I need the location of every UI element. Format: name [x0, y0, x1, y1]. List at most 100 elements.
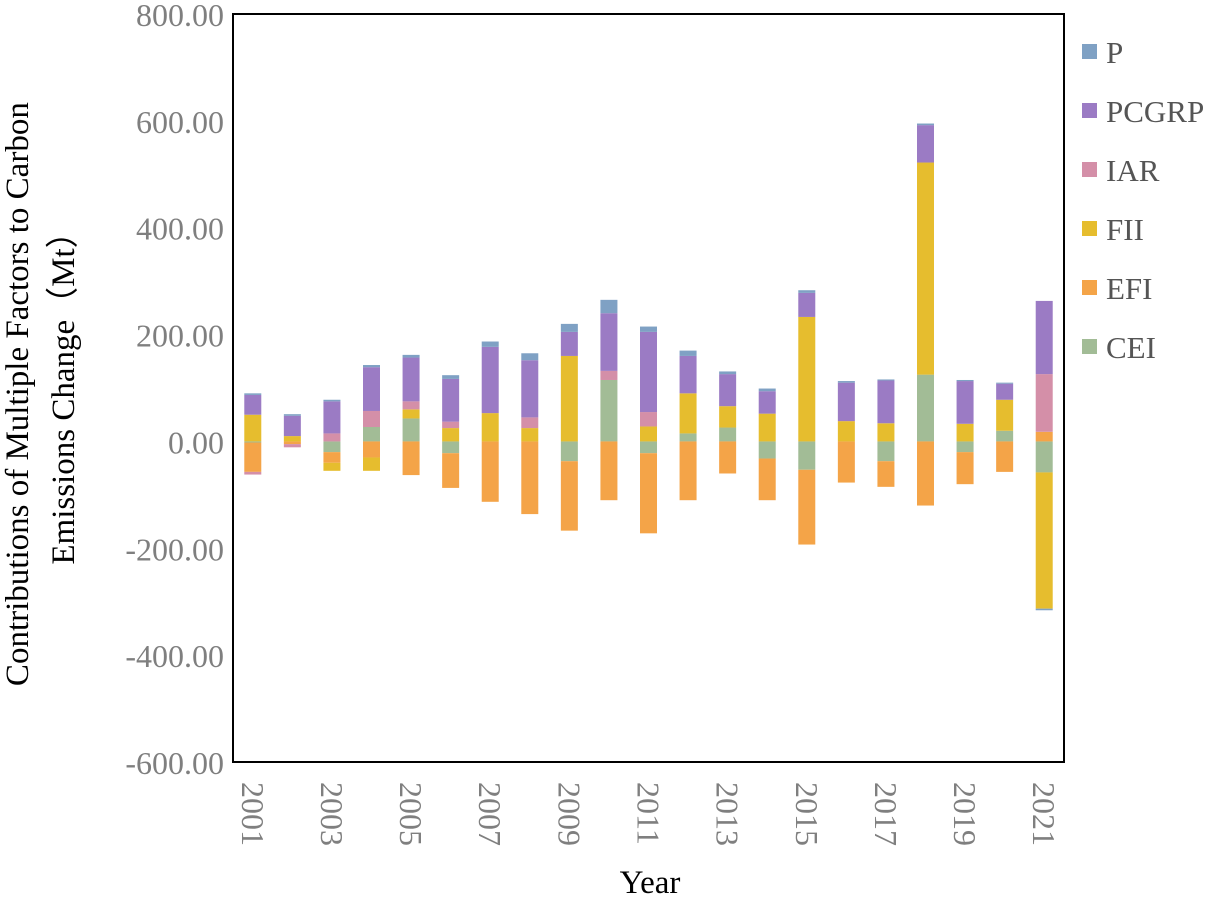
bar-pcgrp-2002 — [283, 415, 301, 437]
x-axis-ticks: 2001 2003 2005 2007 2009 2011 2013 2015 2017 2019… — [235, 782, 1062, 846]
bar-iar-2003 — [323, 433, 341, 442]
bar-fii-2018 — [917, 162, 934, 375]
legend-swatch-cei — [1082, 339, 1097, 354]
bar-efi-2001 — [244, 442, 262, 472]
bar-pcgrp-2009 — [560, 331, 578, 356]
bar-efi-2012 — [679, 441, 697, 501]
bar-pcgrp-2006 — [442, 378, 460, 422]
bar-p-2012 — [679, 350, 697, 356]
bar-efi-2009 — [560, 461, 578, 531]
y-axis-ticks: 800.00 600.00 400.00 200.00 0.00 -200.00 -400.… — [125, 0, 224, 781]
x-tick-label: 2021 — [1026, 782, 1062, 846]
bar-efi-2016 — [837, 441, 855, 483]
bar-pcgrp-2019 — [956, 381, 974, 424]
bar-pcgrp-2001 — [244, 394, 262, 415]
bar-pcgrp-2021 — [1035, 300, 1053, 375]
bar-fii-2011 — [640, 426, 657, 442]
bar-fii-2003 — [323, 462, 341, 471]
legend-label-iar: IAR — [1106, 153, 1160, 188]
bar-fii-2014 — [758, 413, 776, 442]
legend-swatch-efi — [1082, 280, 1097, 295]
bar-fii-2006 — [442, 428, 460, 442]
bar-efi-2008 — [521, 441, 539, 515]
bar-efi-2021 — [1035, 431, 1053, 442]
legend-swatch-pcgrp — [1082, 103, 1097, 118]
legend-label-fii: FII — [1106, 212, 1144, 247]
bar-pcgrp-2017 — [877, 380, 895, 424]
bar-efi-2010 — [600, 441, 618, 501]
x-tick-label: 2017 — [868, 782, 904, 846]
bar-iar-2004 — [363, 410, 380, 428]
bar-p-2008 — [521, 353, 539, 361]
bar-fii-2005 — [402, 409, 420, 419]
bar-efi-2018 — [917, 441, 934, 506]
bar-pcgrp-2008 — [521, 360, 539, 418]
bar-efi-2013 — [719, 441, 737, 474]
bar-pcgrp-2014 — [758, 391, 776, 414]
bar-pcgrp-2013 — [719, 374, 737, 407]
legend-swatch-fii — [1082, 221, 1097, 236]
bar-iar-2010 — [600, 370, 618, 380]
bar-p-2013 — [719, 371, 737, 375]
y-tick-label: 200.00 — [136, 318, 224, 354]
bar-fii-2017 — [877, 423, 895, 442]
bar-pcgrp-2020 — [996, 383, 1014, 400]
bar-efi-2005 — [402, 441, 420, 476]
x-tick-label: 2015 — [789, 782, 825, 846]
bar-cei-2004 — [363, 427, 380, 442]
bar-efi-2003 — [323, 452, 341, 463]
bar-fii-2007 — [481, 413, 499, 442]
bar-cei-2014 — [758, 441, 776, 459]
bar-cei-2020 — [996, 430, 1014, 442]
bar-p-2015 — [798, 290, 816, 293]
y-tick-label: 400.00 — [136, 211, 224, 247]
y-tick-label: 600.00 — [136, 104, 224, 140]
bar-p-2016 — [837, 381, 855, 383]
bar-efi-2007 — [481, 441, 499, 502]
x-tick-label: 2001 — [235, 782, 271, 846]
bar-cei-2015 — [798, 441, 816, 470]
legend: P PCGRP IAR FII EFI CEI — [1082, 35, 1204, 365]
bar-efi-2004 — [363, 441, 380, 458]
bar-pcgrp-2003 — [323, 401, 341, 434]
bar-iar-2021 — [1035, 374, 1053, 432]
bar-cei-2013 — [719, 427, 737, 442]
bar-cei-2011 — [640, 441, 657, 454]
bar-iar-2002 — [283, 444, 301, 448]
bar-cei-2009 — [560, 441, 578, 462]
bar-cei-2005 — [402, 418, 420, 442]
bar-cei-2010 — [600, 379, 618, 442]
bar-p-2001 — [244, 393, 262, 395]
bar-cei-2017 — [877, 441, 895, 462]
bar-fii-2015 — [798, 316, 816, 442]
bar-pcgrp-2018 — [917, 125, 934, 163]
bar-iar-2006 — [442, 421, 460, 429]
x-tick-label: 2005 — [393, 782, 429, 846]
y-tick-label: 800.00 — [136, 0, 224, 33]
bar-efi-2019 — [956, 452, 974, 485]
bar-fii-2004 — [363, 457, 380, 471]
bar-pcgrp-2007 — [481, 346, 499, 414]
bar-pcgrp-2004 — [363, 367, 380, 411]
bar-cei-2019 — [956, 441, 974, 453]
bar-efi-2015 — [798, 469, 816, 545]
bar-cei-2001 — [244, 441, 262, 443]
bar-pcgrp-2010 — [600, 313, 618, 371]
bar-cei-2006 — [442, 441, 460, 454]
bar-fii-2020 — [996, 399, 1014, 431]
legend-swatch-iar — [1082, 162, 1097, 177]
y-axis-label-line-2: Emissions Change（Mt） — [46, 215, 82, 564]
bar-iar-2005 — [402, 401, 420, 410]
bar-p-2018 — [917, 123, 934, 126]
bar-fii-2001 — [244, 414, 262, 442]
bar-p-2007 — [481, 341, 499, 347]
bar-cei-2018 — [917, 374, 934, 442]
bar-p-2005 — [402, 354, 420, 358]
bar-fii-2013 — [719, 406, 737, 428]
bar-p-2006 — [442, 375, 460, 379]
bar-pcgrp-2016 — [837, 382, 855, 422]
bar-p-2002 — [283, 414, 301, 416]
bar-pcgrp-2012 — [679, 355, 697, 394]
bar-fii-2008 — [521, 428, 539, 442]
